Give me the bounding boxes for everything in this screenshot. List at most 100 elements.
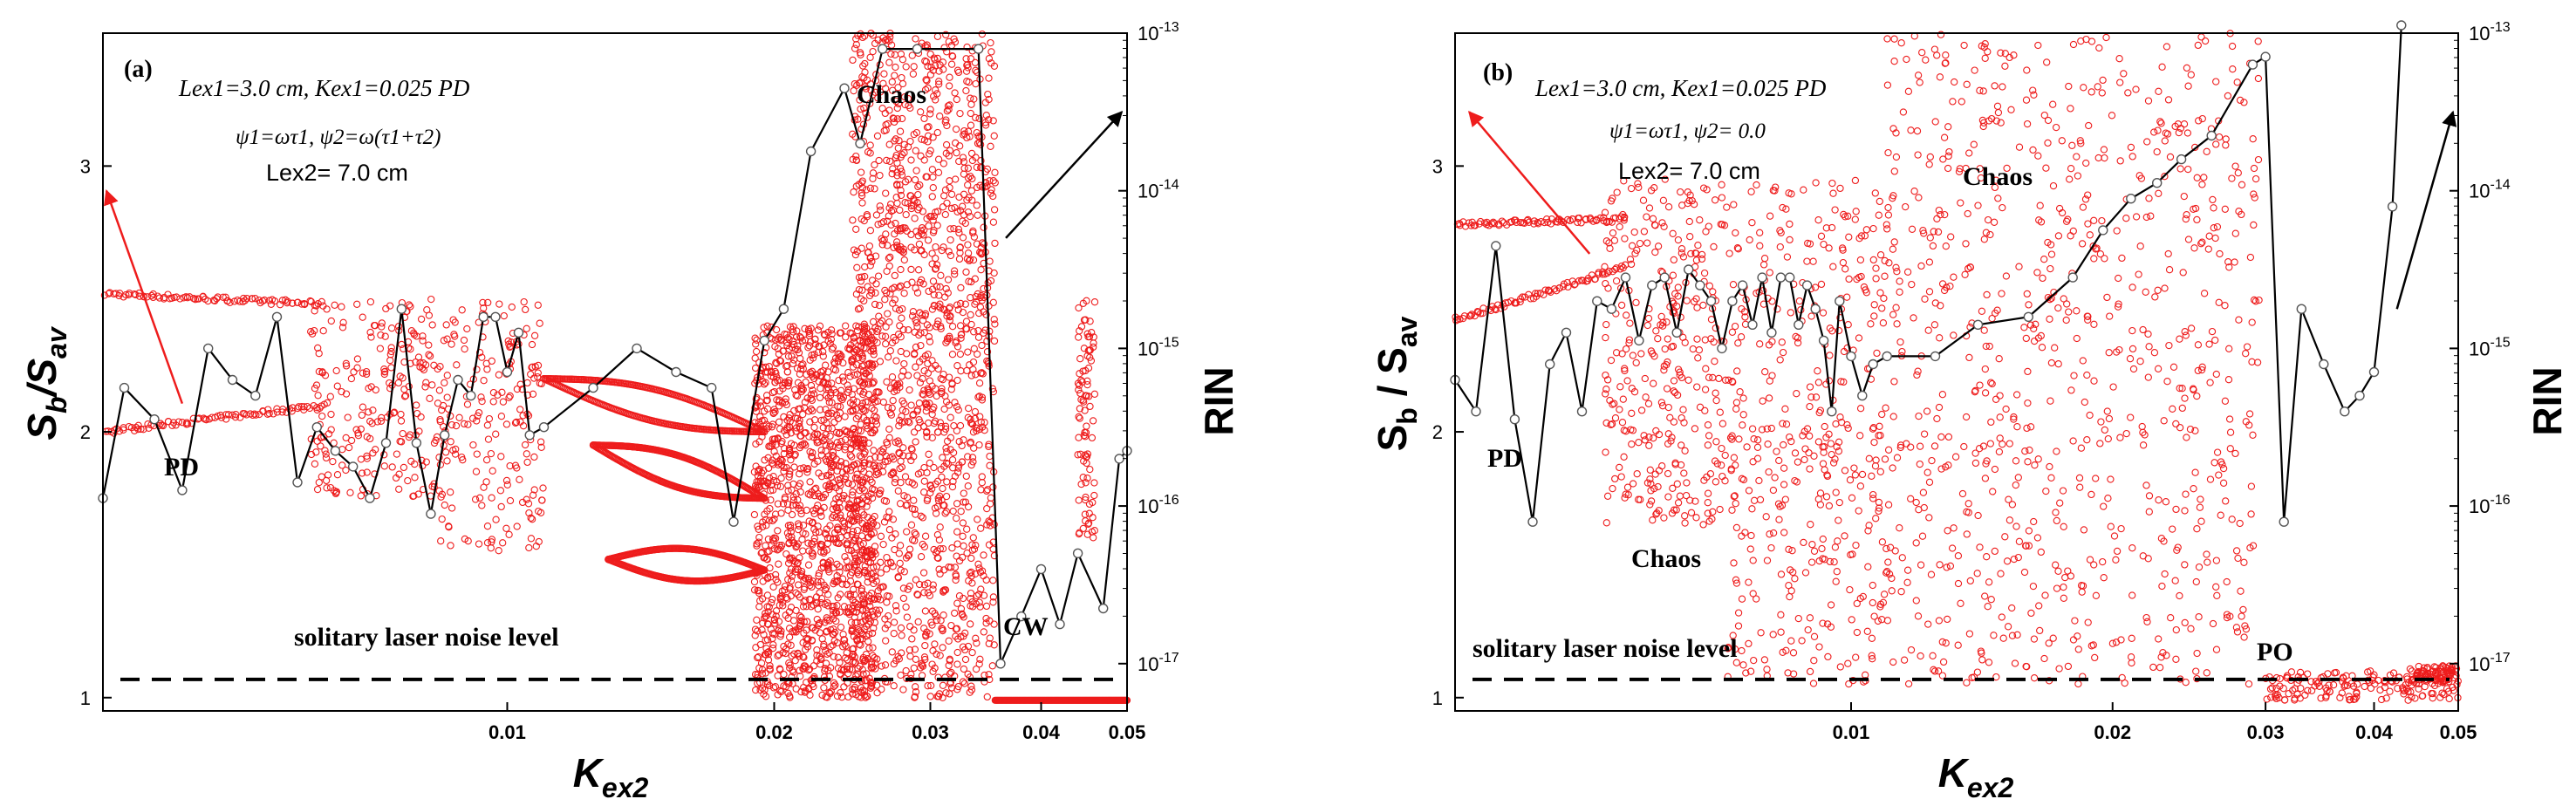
bifurcation-point	[447, 488, 454, 496]
bifurcation-point	[354, 429, 362, 437]
bifurcation-point	[775, 651, 783, 659]
bifurcation-point	[941, 210, 949, 219]
bifurcation-point	[852, 225, 860, 233]
bifurcation-point	[957, 283, 965, 292]
bifurcation-point	[438, 515, 446, 523]
bifurcation-point	[480, 377, 488, 385]
bifurcation-point	[963, 525, 971, 533]
bifurcation-point	[934, 168, 943, 176]
bifurcation-point	[853, 263, 861, 271]
bifurcation-point	[505, 393, 513, 401]
bifurcation-point	[1089, 514, 1097, 522]
bifurcation-point	[836, 350, 844, 359]
bifurcation-point	[519, 422, 528, 430]
bifurcation-point	[527, 535, 536, 543]
bifurcation-point	[327, 410, 335, 419]
bifurcation-point	[896, 127, 905, 135]
bifurcation-point	[890, 630, 898, 638]
bifurcation-point	[410, 331, 419, 338]
bifurcation-point	[1090, 491, 1098, 500]
bifurcation-point	[436, 415, 444, 424]
bifurcation-point	[1090, 390, 1099, 398]
bifurcation-point	[1083, 380, 1091, 389]
bifurcation-point	[786, 470, 794, 478]
bifurcation-point	[877, 569, 885, 577]
bifurcation-point	[535, 537, 543, 546]
bifurcation-point	[884, 120, 892, 128]
bifurcation-point	[772, 325, 781, 334]
bifurcation-point	[313, 485, 322, 494]
bifurcation-point	[990, 132, 998, 140]
bifurcation-point	[956, 109, 964, 118]
bifurcation-point	[459, 456, 467, 464]
bifurcation-point	[338, 387, 345, 396]
rin-point	[707, 382, 717, 393]
bifurcation-point	[1075, 304, 1083, 312]
bifurcation-point	[898, 114, 906, 123]
bifurcation-point	[842, 322, 850, 330]
bifurcation-point	[970, 328, 978, 336]
bifurcation-point	[959, 519, 967, 527]
bifurcation-point	[377, 417, 386, 425]
bifurcation-point	[373, 418, 381, 426]
bifurcation-point	[530, 486, 538, 494]
bifurcation-point	[169, 419, 178, 427]
bifurcation-point	[837, 437, 845, 446]
bifurcation-point	[892, 219, 899, 228]
bifurcation-point	[425, 311, 434, 319]
bifurcation-point	[390, 409, 398, 417]
bifurcation-point	[135, 292, 144, 300]
y-tick-label-right: 10-15	[1138, 335, 1179, 359]
bifurcation-point	[488, 538, 495, 546]
bifurcation-point	[495, 547, 502, 555]
bifurcation-point	[866, 262, 874, 270]
bifurcation-point	[174, 418, 183, 426]
bifurcation-point	[489, 467, 496, 475]
bifurcation-point	[888, 373, 897, 381]
bifurcation-point	[366, 297, 375, 306]
bifurcation-point	[473, 417, 481, 425]
bifurcation-point	[318, 412, 326, 420]
bifurcation-point	[243, 295, 251, 303]
bifurcation-point	[358, 469, 366, 477]
bifurcation-point	[752, 340, 760, 348]
rin-point	[426, 509, 436, 519]
bifurcation-point	[460, 336, 468, 345]
bifurcation-point	[342, 390, 351, 398]
bifurcation-point	[952, 125, 960, 133]
bifurcation-point	[982, 602, 991, 611]
bifurcation-point	[891, 72, 899, 79]
bifurcation-point	[183, 420, 192, 428]
bifurcation-point	[967, 311, 974, 319]
bifurcation-point	[159, 421, 167, 430]
bifurcation-point	[823, 627, 831, 635]
bifurcation-point	[399, 429, 407, 438]
bifurcation-point	[849, 56, 857, 65]
bifurcation-point	[902, 210, 910, 219]
bifurcation-point	[840, 527, 848, 536]
bifurcation-point	[932, 242, 940, 251]
bifurcation-point	[896, 500, 905, 508]
bifurcation-point	[924, 236, 933, 244]
bifurcation-point	[407, 345, 414, 353]
bifurcation-point	[777, 475, 785, 482]
bifurcation-point	[762, 425, 771, 433]
bifurcation-point	[250, 410, 258, 418]
x-tick-label: 0.01	[489, 721, 526, 743]
bifurcation-point	[817, 385, 824, 393]
bifurcation-point	[953, 95, 960, 104]
y-tick-label-left: 3	[80, 155, 91, 177]
bifurcation-point	[882, 637, 890, 645]
bifurcation-point	[926, 459, 933, 468]
bifurcation-point	[830, 652, 837, 660]
bifurcation-point	[886, 200, 895, 208]
bifurcation-point	[422, 379, 430, 386]
bifurcation-point	[830, 682, 838, 691]
bifurcation-point	[910, 63, 918, 71]
bifurcation-point	[537, 443, 545, 451]
bifurcation-point	[780, 670, 788, 679]
bifurcation-point	[766, 564, 774, 572]
bifurcation-point	[869, 379, 877, 387]
bifurcation-point	[974, 560, 982, 568]
bifurcation-point	[357, 455, 366, 463]
